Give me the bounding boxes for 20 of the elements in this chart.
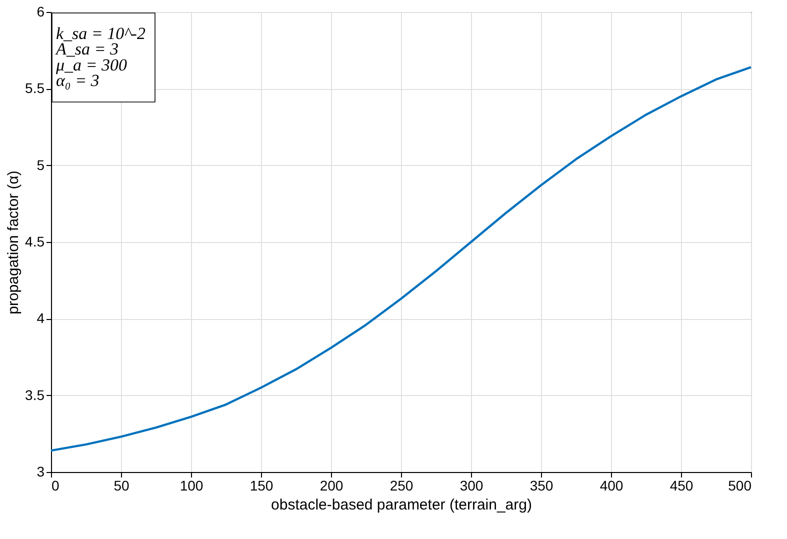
- x-axis-title: obstacle-based parameter (terrain_arg): [271, 496, 532, 514]
- y-tick-label: 3.5: [25, 386, 45, 403]
- x-tick-label: 50: [114, 478, 130, 494]
- x-tick-label: 100: [180, 478, 204, 494]
- y-axis-title: propagation factor (α): [5, 170, 22, 314]
- x-tick-label: 150: [250, 478, 274, 494]
- x-tick-label: 200: [320, 478, 344, 494]
- x-tick-label: 350: [530, 478, 554, 494]
- y-tick-label: 4.5: [25, 234, 45, 250]
- y-tick-label: 6: [36, 4, 45, 20]
- y-tick-label: 3: [36, 464, 45, 480]
- y-tick-label: 5: [36, 156, 45, 173]
- x-tick-label: 500: [728, 478, 752, 494]
- y-tick-label: 4: [36, 310, 45, 326]
- x-tick-label: 250: [390, 478, 414, 494]
- x-tick-label: 0: [52, 478, 60, 494]
- x-tick-label: 400: [600, 478, 624, 494]
- y-tick-label: 5.5: [25, 80, 45, 96]
- x-tick-label: 300: [460, 478, 484, 494]
- x-tick-label: 450: [670, 478, 694, 494]
